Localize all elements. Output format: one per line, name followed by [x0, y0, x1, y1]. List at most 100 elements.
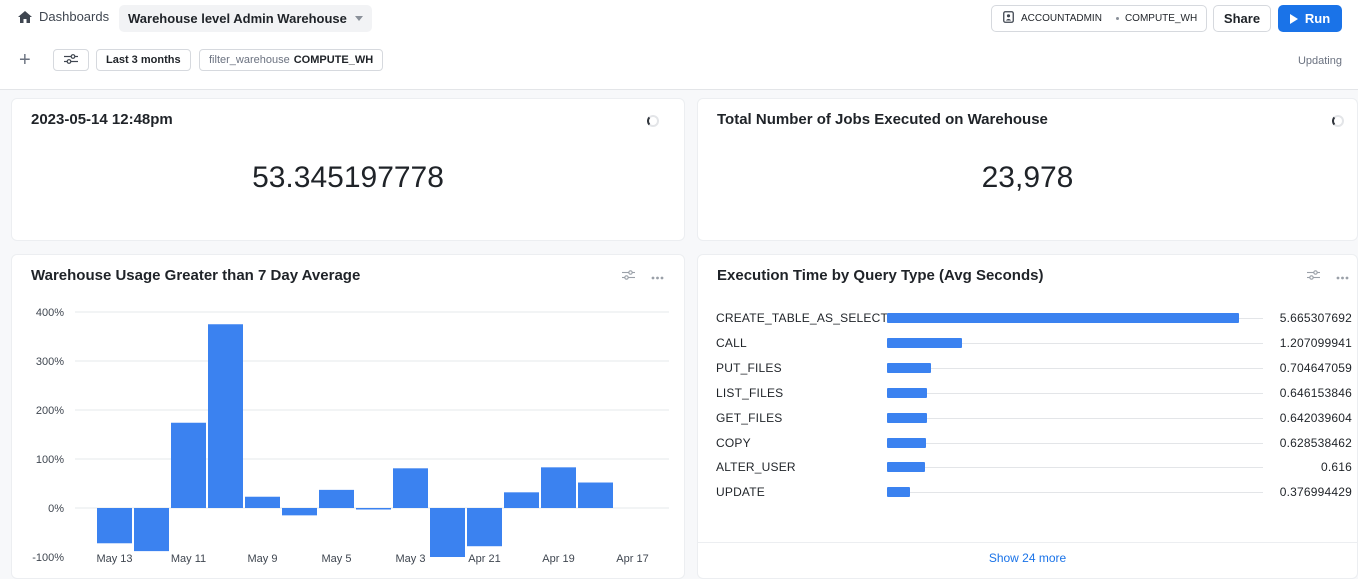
usage-bar[interactable] — [504, 492, 539, 508]
tile-settings-icon[interactable] — [622, 268, 635, 283]
execution-bar[interactable] — [887, 437, 927, 448]
bar-track — [887, 417, 1263, 419]
usage-bar[interactable] — [467, 508, 502, 547]
execution-row: ALTER_USER 0.616 — [698, 458, 1357, 478]
tile-title: 2023-05-14 12:48pm — [31, 111, 173, 128]
execution-time-tile: Execution Time by Query Type (Avg Second… — [697, 254, 1358, 579]
usage-bar[interactable] — [319, 489, 354, 508]
home-icon — [18, 10, 32, 23]
show-more-link[interactable]: Show 24 more — [988, 551, 1067, 565]
usage-bar[interactable] — [356, 508, 391, 510]
execution-row: CREATE_TABLE_AS_SELECT 5.665307692 — [698, 309, 1357, 329]
usage-bar[interactable] — [134, 508, 169, 552]
usage-bar[interactable] — [393, 468, 428, 508]
add-filter-button[interactable]: + — [19, 49, 31, 71]
usage-bar[interactable] — [430, 508, 465, 557]
x-tick-label: May 9 — [248, 553, 278, 565]
execution-row: GET_FILES 0.642039604 — [698, 409, 1357, 429]
status-text: Updating — [1297, 55, 1342, 67]
avg-seconds-value: 0.376994429 — [1279, 485, 1352, 500]
query-type-label: LIST_FILES — [716, 385, 784, 400]
avg-seconds-value: 0.646153846 — [1279, 385, 1352, 400]
usage-bar[interactable] — [97, 508, 132, 544]
execution-bar[interactable] — [887, 387, 928, 398]
top-bar: Dashboards Warehouse level Admin Warehou… — [0, 0, 1358, 38]
warehouse-filter[interactable]: filter_warehouse COMPUTE_WH — [199, 49, 384, 71]
query-type-label: PUT_FILES — [716, 360, 782, 375]
x-tick-label: May 3 — [396, 553, 426, 565]
usage-bar[interactable] — [171, 422, 206, 508]
x-tick-label: May 13 — [96, 553, 132, 565]
share-button[interactable]: Share — [1213, 5, 1271, 32]
warehouse-filter-value: COMPUTE_WH — [293, 54, 374, 66]
bar-track — [887, 467, 1263, 469]
tile-title: Warehouse Usage Greater than 7 Day Avera… — [31, 267, 361, 284]
x-tick-label: Apr 17 — [616, 553, 648, 565]
dashboards-breadcrumb[interactable]: Dashboards — [18, 9, 109, 24]
avg-seconds-value: 0.616 — [1320, 460, 1352, 475]
execution-row: COPY 0.628538462 — [698, 434, 1357, 454]
run-button[interactable]: Run — [1278, 5, 1342, 32]
date-range-filter[interactable]: Last 3 months — [96, 49, 191, 71]
execution-row: UPDATE 0.376994429 — [698, 483, 1357, 503]
role-icon — [1003, 11, 1014, 26]
tile-title: Total Number of Jobs Executed on Warehou… — [717, 111, 1048, 128]
play-icon — [1289, 13, 1298, 24]
bar-track — [887, 367, 1263, 369]
timestamp-tile: 2023-05-14 12:48pm 53.345197778 — [11, 98, 685, 241]
x-tick-label: Apr 19 — [542, 553, 574, 565]
loading-spinner-icon — [1332, 115, 1344, 127]
execution-row: PUT_FILES 0.704647059 — [698, 359, 1357, 379]
usage-bar-chart: 400% 300% 200% 100% 0% -100% May 13 May 11 May 9… — [32, 307, 669, 565]
usage-bar[interactable] — [282, 508, 317, 516]
execution-bar[interactable] — [887, 337, 962, 348]
bar-track — [887, 392, 1263, 394]
more-options-icon[interactable] — [1336, 268, 1349, 283]
execution-bar[interactable] — [887, 362, 931, 373]
execution-row: CALL 1.207099941 — [698, 334, 1357, 354]
execution-bar[interactable] — [887, 412, 927, 423]
tile-actions — [1307, 268, 1349, 283]
warehouse-filter-key: filter_warehouse — [209, 54, 290, 66]
metric-value: 53.345197778 — [252, 161, 444, 194]
x-tick-label: May 5 — [322, 553, 352, 565]
bar-track — [887, 342, 1263, 344]
y-tick-label: 300% — [36, 356, 64, 368]
execution-row: LIST_FILES 0.646153846 — [698, 384, 1357, 404]
query-type-label: ALTER_USER — [716, 460, 796, 475]
tile-settings-icon[interactable] — [1307, 268, 1320, 283]
y-tick-label: 100% — [36, 454, 64, 466]
usage-bar[interactable] — [541, 467, 576, 508]
avg-seconds-value: 0.704647059 — [1279, 360, 1352, 375]
y-tick-label: 200% — [36, 405, 64, 417]
avg-seconds-value: 0.628538462 — [1279, 435, 1352, 450]
sliders-icon — [64, 53, 78, 67]
dashboard-selector[interactable]: Warehouse level Admin Warehouse — [119, 5, 372, 32]
filter-settings-button[interactable] — [53, 49, 89, 71]
more-options-icon[interactable] — [651, 268, 664, 283]
execution-bar[interactable] — [887, 487, 911, 498]
jobs-tile: Total Number of Jobs Executed on Warehou… — [697, 98, 1358, 241]
tile-actions — [622, 268, 664, 283]
x-tick-label: Apr 21 — [468, 553, 500, 565]
divider — [698, 542, 1357, 543]
role-warehouse-selector[interactable]: ACCOUNTADMIN COMPUTE_WH — [991, 5, 1207, 32]
separator-dot — [1115, 17, 1119, 20]
breadcrumb-label: Dashboards — [39, 9, 110, 24]
execution-bar[interactable] — [887, 313, 1239, 323]
warehouse-label: COMPUTE_WH — [1124, 13, 1198, 24]
loading-spinner-icon — [647, 115, 659, 127]
usage-bar[interactable] — [578, 482, 613, 508]
query-type-label: GET_FILES — [716, 410, 783, 425]
chevron-down-icon — [354, 16, 363, 21]
dashboard-name: Warehouse level Admin Warehouse — [128, 11, 347, 26]
execution-bar[interactable] — [887, 462, 926, 473]
query-type-label: COPY — [716, 435, 751, 450]
usage-bar[interactable] — [208, 324, 243, 508]
filter-bar: + Last 3 months filter_warehouse COMPUTE… — [0, 38, 1358, 90]
y-tick-label: 400% — [36, 307, 64, 319]
run-label: Run — [1304, 11, 1331, 26]
avg-seconds-value: 1.207099941 — [1279, 335, 1352, 350]
usage-bar[interactable] — [245, 496, 280, 508]
query-type-label: UPDATE — [716, 485, 765, 500]
